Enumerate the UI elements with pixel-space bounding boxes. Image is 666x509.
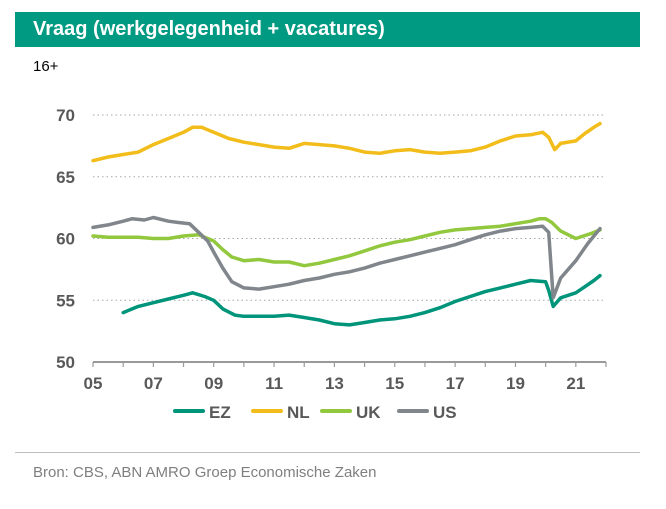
x-tick-label-07: 07 [144,374,163,393]
y-tick-label-60: 60 [56,230,75,249]
legend: EZ NL UK US [173,403,457,422]
source-divider [15,452,640,453]
axes [92,361,607,367]
x-tick-label-11: 11 [265,374,283,393]
x-tick-label-17: 17 [446,374,465,393]
series-lines [91,121,602,327]
x-tick-label-15: 15 [385,374,404,393]
source-note: Bron: CBS, ABN AMRO Groep Economische Za… [33,464,377,481]
x-tick-label-05: 05 [84,374,103,393]
series-line-ez [121,273,602,327]
x-tick-label-19: 19 [506,374,525,393]
y-tick-labels: 50 55 60 65 70 [56,106,75,372]
y-unit-label: 16+ [33,58,59,75]
series-line-uk [91,216,602,268]
title-bar: Vraag (werkgelegenheid + vacatures) [15,12,640,47]
y-tick-label-50: 50 [56,353,75,372]
legend-label-uk: UK [356,403,381,422]
x-tick-label-13: 13 [325,374,344,393]
series-line-nl [91,121,602,163]
legend-label-nl: NL [287,403,310,422]
y-tick-label-70: 70 [56,106,75,125]
x-tick-label-21: 21 [566,374,585,393]
legend-label-ez: EZ [209,403,231,422]
y-tick-label-55: 55 [56,291,75,310]
y-tick-label-65: 65 [56,168,75,187]
x-tick-label-09: 09 [204,374,223,393]
gridlines [93,114,606,301]
series-line-us [91,215,602,300]
x-tick-labels: 05 07 09 11 13 15 17 19 21 [84,374,586,393]
legend-label-us: US [433,403,457,422]
chart-title: Vraag (werkgelegenheid + vacatures) [33,18,385,40]
